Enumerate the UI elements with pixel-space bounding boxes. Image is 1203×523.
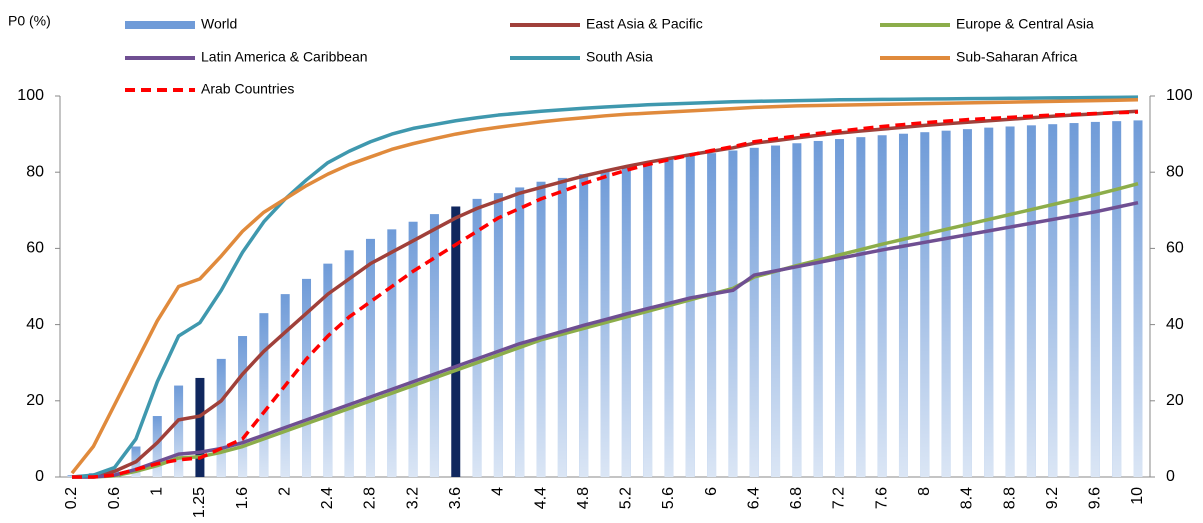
bar-shade [365, 238, 375, 477]
y2-tick-label: 60 [1166, 240, 1184, 257]
bar-shade [728, 150, 738, 477]
x-tick-label: 5.6 [660, 487, 677, 509]
legend-label: World [201, 16, 237, 32]
bar-shade [1026, 125, 1036, 477]
bar-shade [771, 145, 781, 477]
bar-shade [493, 193, 503, 477]
x-tick-label: 7.6 [873, 487, 890, 509]
y-axis-title: P0 (%) [8, 13, 51, 29]
bar-shade [877, 135, 887, 478]
x-tick-label: 5.2 [618, 487, 635, 509]
bar-shade [835, 139, 845, 478]
legend-label: Europe & Central Asia [956, 16, 1094, 32]
bar-shade [707, 153, 717, 477]
x-tick-label: 3.2 [404, 487, 421, 509]
bar-shade [152, 416, 162, 477]
bar-shade [238, 336, 248, 477]
bar-shade [536, 181, 546, 477]
x-tick-label: 0.6 [106, 487, 123, 509]
bar-shade [259, 313, 269, 477]
legend-label: Latin America & Caribbean [201, 49, 368, 65]
bar-shade [515, 187, 525, 477]
bar-shade [984, 127, 994, 478]
y-tick-label: 40 [26, 316, 44, 333]
bar [195, 377, 205, 477]
line [71, 109, 1139, 479]
line [72, 200, 1139, 479]
x-tick-label: 3.6 [447, 487, 464, 509]
x-tick-label: 8.4 [959, 487, 976, 509]
legend-label: Sub-Saharan Africa [956, 49, 1078, 65]
bar-shade [110, 469, 120, 477]
x-tick-label: 2 [276, 487, 293, 496]
bar-shade [962, 129, 972, 477]
y2-tick-label: 0 [1166, 468, 1175, 485]
x-tick-label: 8 [916, 487, 933, 496]
y2-tick-label: 20 [1166, 392, 1184, 409]
bar-shade [1090, 121, 1100, 478]
x-tick-label: 6 [703, 487, 720, 496]
line [71, 95, 1139, 479]
x-tick-label: 6.8 [788, 487, 805, 509]
bar-shade [856, 137, 866, 477]
x-tick-label: 1 [148, 487, 165, 496]
bar-shade [216, 358, 226, 477]
bar-shade [323, 263, 333, 477]
line [70, 98, 1139, 475]
bar-shade [472, 198, 482, 477]
x-tick-label: 1.6 [234, 487, 251, 509]
bar-shade [557, 177, 567, 478]
bar-shade [749, 147, 759, 478]
legend-swatch [125, 21, 195, 29]
bar-shade [387, 229, 397, 477]
x-tick-label: 7.2 [831, 487, 848, 509]
bar-shade [941, 130, 951, 477]
x-tick-label: 1.25 [191, 487, 208, 518]
y-tick-label: 100 [17, 87, 44, 104]
y2-tick-label: 40 [1166, 316, 1184, 333]
bar-shade [302, 278, 312, 477]
x-tick-label: 8.8 [1001, 487, 1018, 509]
bar-shade [408, 221, 418, 477]
y-tick-label: 0 [35, 468, 44, 485]
bar-shade [1112, 121, 1122, 477]
y2-tick-label: 80 [1166, 163, 1184, 180]
legend-label: South Asia [586, 49, 653, 65]
x-tick-label: 4.8 [575, 487, 592, 509]
bar-shade [792, 143, 802, 477]
y2-tick-label: 100 [1166, 87, 1193, 104]
bar-shade [898, 133, 908, 477]
bar-shade [1069, 123, 1079, 478]
y-tick-label: 60 [26, 240, 44, 257]
bar-shade [1048, 124, 1058, 477]
bar-shade [813, 140, 823, 477]
bar-shade [685, 155, 695, 477]
x-tick-label: 4 [490, 487, 507, 496]
x-tick-label: 4.4 [532, 487, 549, 509]
bar-shade [920, 132, 930, 477]
x-tick-label: 2.4 [319, 487, 336, 509]
bar-shade [1133, 120, 1143, 477]
x-tick-label: 9.2 [1044, 487, 1061, 509]
x-tick-label: 6.4 [745, 487, 762, 509]
bar-shade [664, 158, 674, 478]
bar-shade [1005, 126, 1015, 477]
bar-shade [429, 214, 439, 478]
bar [451, 206, 461, 478]
x-tick-label: 0.2 [63, 487, 80, 509]
x-tick-label: 2.8 [362, 487, 379, 509]
bar-shade [174, 385, 184, 477]
x-tick-label: 10 [1129, 487, 1146, 505]
x-tick-label: 9.6 [1087, 487, 1104, 509]
bar-shade [643, 162, 653, 478]
legend-label: Arab Countries [201, 81, 294, 97]
y-tick-label: 80 [26, 163, 44, 180]
bar-shade [344, 250, 354, 477]
y-tick-label: 20 [26, 392, 44, 409]
line [72, 110, 1139, 479]
bar-shade [621, 166, 631, 478]
line [72, 181, 1139, 479]
legend-label: East Asia & Pacific [586, 16, 703, 32]
